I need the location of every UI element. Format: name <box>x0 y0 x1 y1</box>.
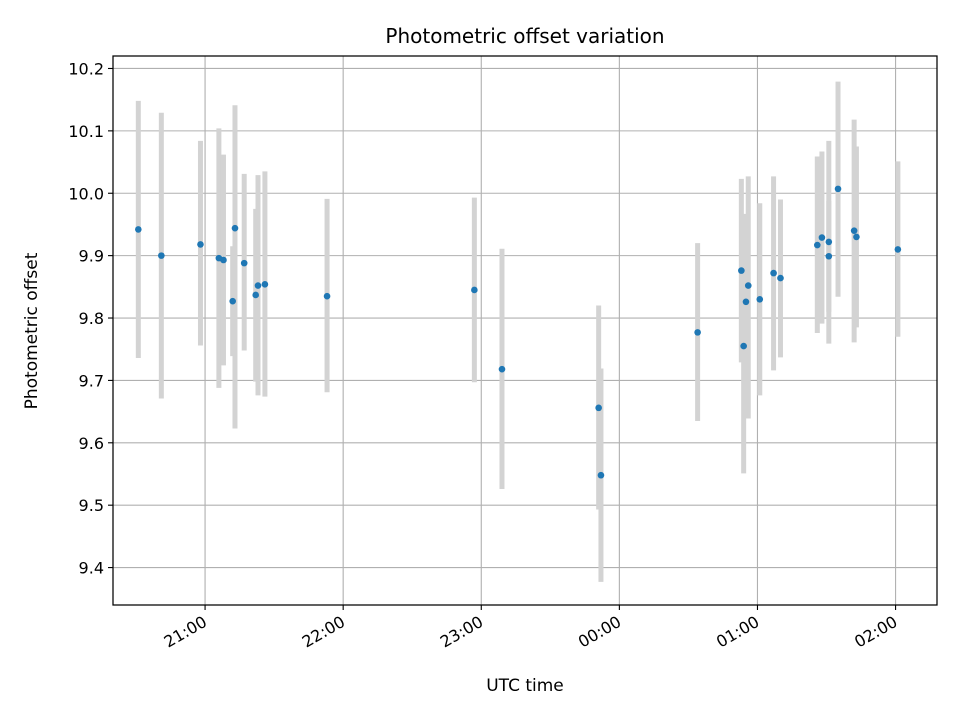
point-layer <box>135 185 902 479</box>
data-point <box>158 252 165 259</box>
y-axis-label: Photometric offset <box>22 252 42 409</box>
y-tick-label: 9.6 <box>79 434 104 453</box>
data-point <box>814 241 821 249</box>
data-point <box>738 267 745 274</box>
data-point <box>498 365 506 373</box>
y-tick-label: 9.8 <box>79 309 104 328</box>
data-point <box>229 297 236 305</box>
data-point <box>252 291 260 299</box>
x-axis-label: UTC time <box>486 676 564 696</box>
data-point <box>777 274 784 282</box>
data-point <box>834 185 842 193</box>
data-point <box>744 282 752 289</box>
data-point <box>261 281 269 288</box>
data-point <box>825 252 833 260</box>
y-tick-label: 9.7 <box>79 371 104 390</box>
y-tick-label: 9.9 <box>79 247 104 266</box>
y-tick-label: 9.4 <box>79 559 104 578</box>
data-point <box>853 233 860 241</box>
data-point <box>770 269 777 277</box>
data-point <box>825 238 833 246</box>
data-point <box>471 286 478 294</box>
data-point <box>135 226 142 233</box>
data-point <box>756 296 764 303</box>
data-point <box>595 404 602 412</box>
y-tick-label: 10.0 <box>68 184 104 203</box>
data-point <box>231 224 239 232</box>
data-point <box>740 342 747 350</box>
chart-title: Photometric offset variation <box>385 24 664 48</box>
data-point <box>197 241 204 248</box>
data-point <box>240 259 248 267</box>
data-point <box>220 256 227 264</box>
plot-frame <box>112 55 938 606</box>
y-tick-label: 9.5 <box>79 496 104 515</box>
data-point <box>818 234 826 241</box>
data-point <box>850 227 858 234</box>
data-point <box>742 298 750 306</box>
data-point <box>597 471 605 479</box>
y-tick-label: 10.1 <box>68 122 104 141</box>
y-tick-label: 10.2 <box>68 59 104 78</box>
data-point <box>894 246 902 253</box>
data-point <box>254 282 262 289</box>
data-point <box>323 292 331 300</box>
data-point <box>694 329 701 336</box>
